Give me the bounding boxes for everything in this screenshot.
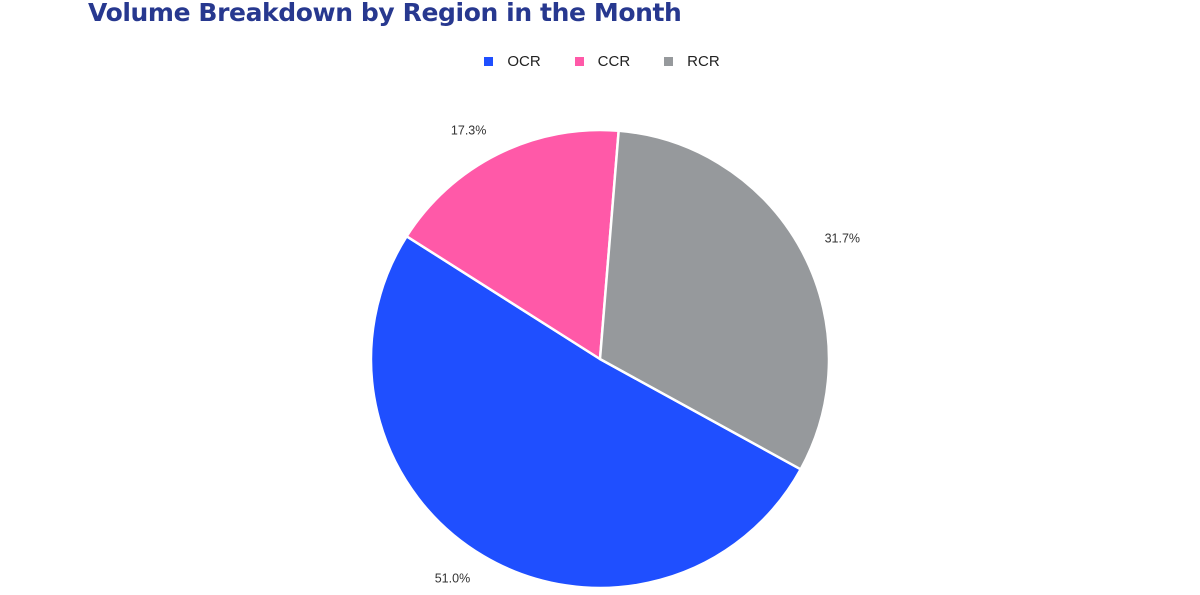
legend-label-rcr: RCR: [687, 53, 720, 70]
pie-slice-rcr[interactable]: [598, 129, 831, 471]
legend-item-ocr[interactable]: OCR: [484, 53, 541, 70]
legend-label-ccr: CCR: [597, 53, 631, 70]
legend-swatch-ocr: [484, 57, 494, 66]
legend-item-ccr[interactable]: CCR: [574, 53, 631, 70]
legend-label-ocr: OCR: [507, 53, 541, 70]
legend-swatch-rcr: [664, 57, 674, 66]
data-label-ocr: 51.0%: [435, 571, 470, 585]
data-label-rcr: 31.7%: [825, 231, 860, 245]
pie-slice-ocr[interactable]: [369, 235, 802, 590]
chart-legend: OCR CCR RCR: [0, 53, 1200, 70]
pie-slice-ccr[interactable]: [405, 128, 620, 361]
legend-swatch-ccr: [574, 57, 584, 66]
chart-title: Volume Breakdown by Region in the Month: [88, 0, 682, 27]
legend-item-rcr[interactable]: RCR: [664, 53, 720, 70]
data-label-ccr: 17.3%: [451, 124, 486, 138]
